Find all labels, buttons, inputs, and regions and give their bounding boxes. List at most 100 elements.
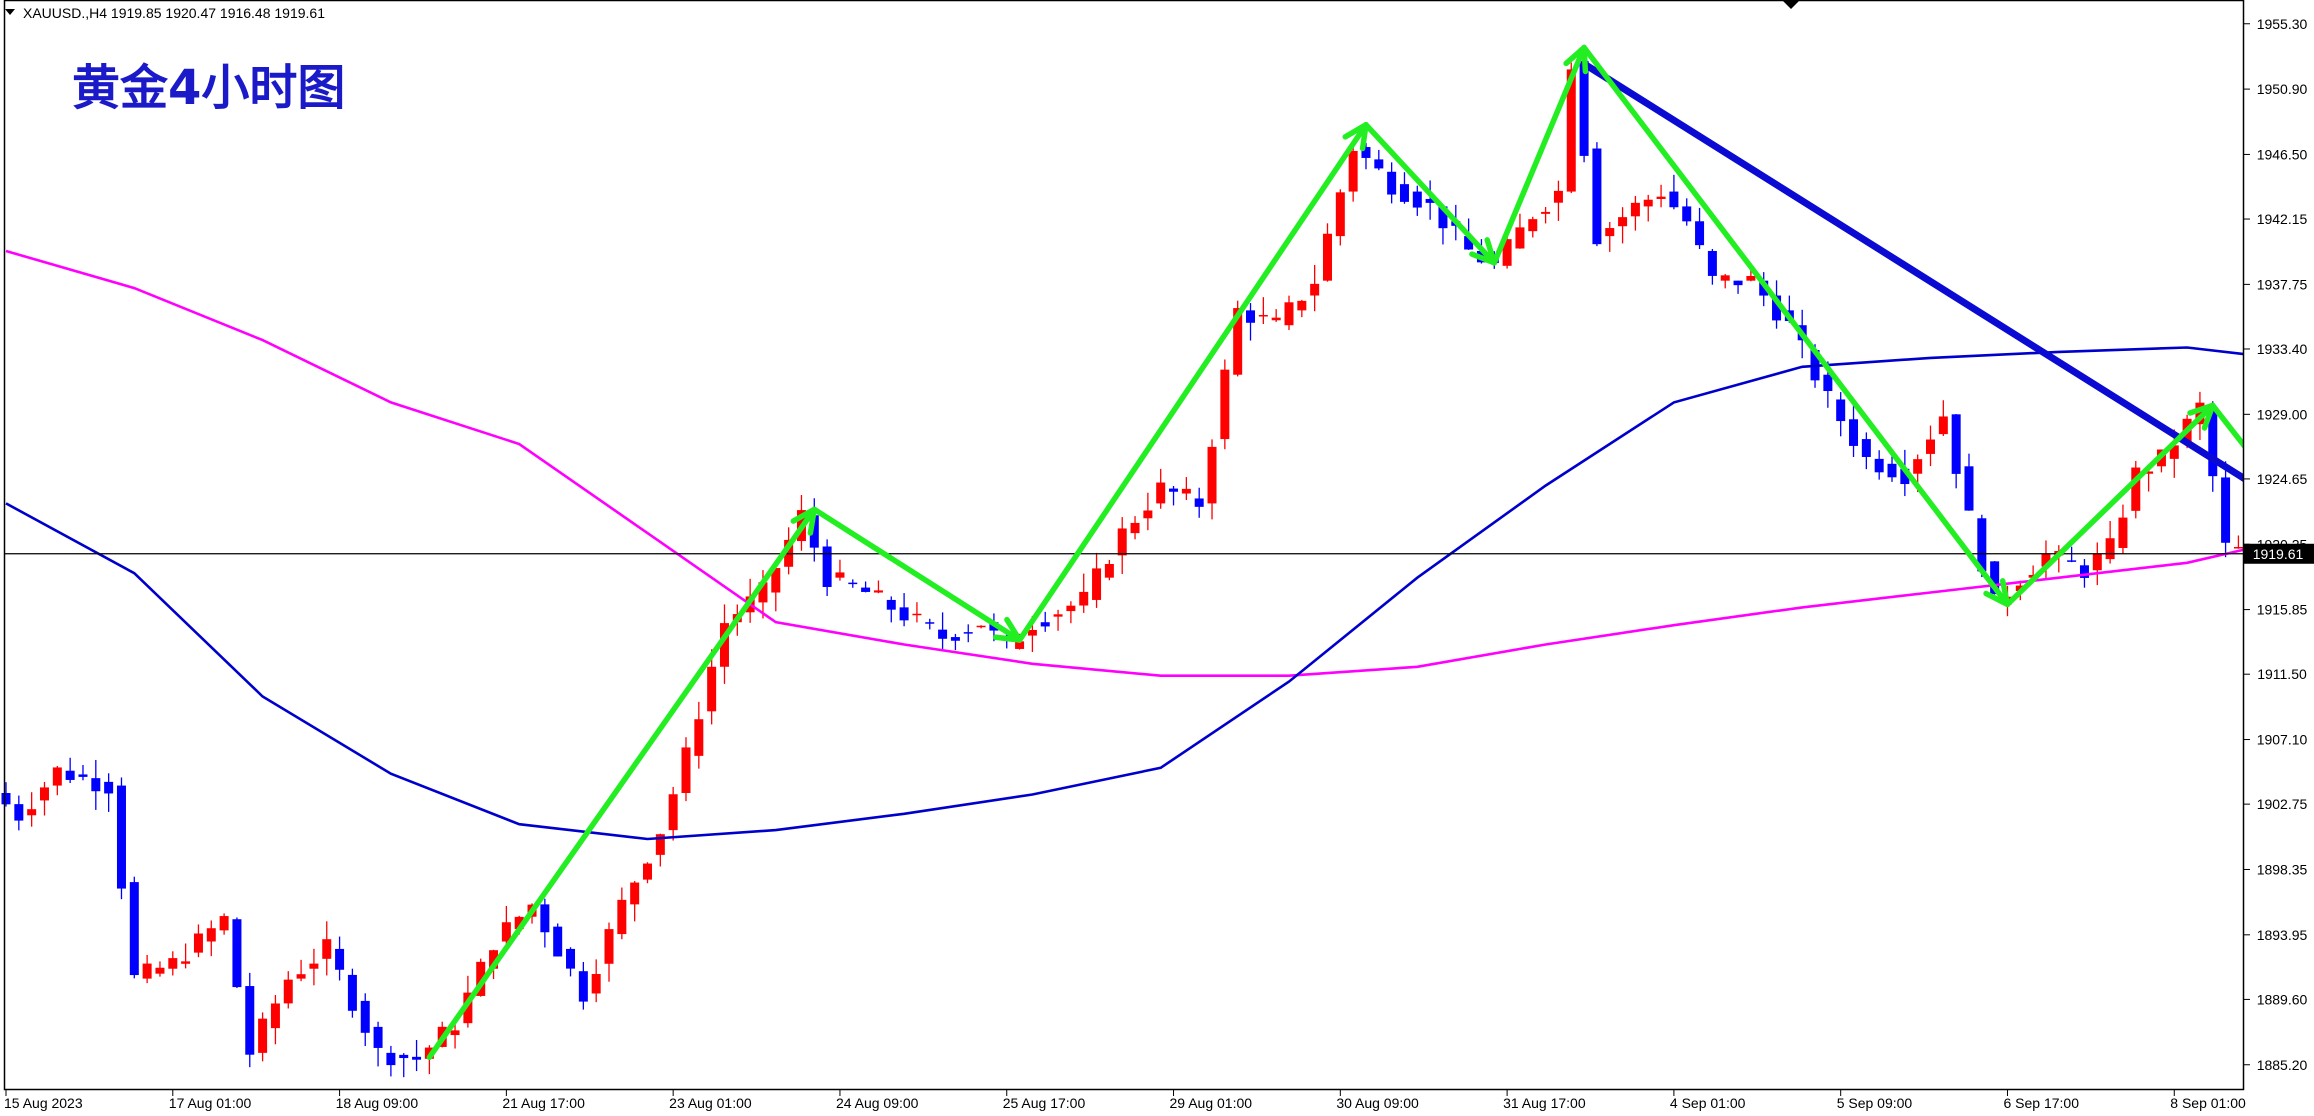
candle-body bbox=[1015, 641, 1025, 649]
price-tick-label: 1911.50 bbox=[2257, 666, 2307, 682]
candle-body bbox=[1592, 148, 1602, 245]
candle-body bbox=[1387, 171, 1397, 195]
candle-body bbox=[2221, 477, 2231, 543]
candle-body bbox=[489, 950, 499, 969]
candle-body bbox=[168, 958, 178, 969]
candle-body bbox=[2131, 467, 2141, 511]
arrow-segment bbox=[2004, 402, 2216, 608]
price-tick-label: 1915.85 bbox=[2257, 602, 2308, 618]
candle-body bbox=[270, 1003, 280, 1029]
time-tick-label: 25 Aug 17:00 bbox=[1003, 1095, 1086, 1111]
arrow-segment bbox=[426, 506, 818, 1061]
price-tick-label: 1950.90 bbox=[2257, 81, 2308, 97]
time-tick-label: 4 Sep 01:00 bbox=[1670, 1095, 1746, 1111]
candle-body bbox=[976, 625, 986, 628]
candle-body bbox=[694, 719, 704, 756]
candle-body bbox=[1707, 250, 1717, 276]
candle-body bbox=[1836, 399, 1846, 422]
candle-body bbox=[1361, 147, 1371, 158]
candle-body bbox=[938, 629, 948, 639]
arrow-segment bbox=[1491, 44, 1587, 266]
candle-body bbox=[1861, 439, 1871, 457]
candle-body bbox=[283, 979, 293, 1004]
price-tick-label: 1946.50 bbox=[2257, 146, 2308, 162]
candle-body bbox=[2079, 565, 2089, 578]
candle-body bbox=[681, 747, 691, 793]
candle-body bbox=[1926, 439, 1935, 454]
scroll-marker-icon[interactable] bbox=[1783, 1, 1799, 9]
candle-body bbox=[181, 961, 191, 964]
candle-body bbox=[347, 974, 357, 1011]
candle-body bbox=[566, 948, 576, 969]
candle-body bbox=[1682, 206, 1692, 222]
candle-body bbox=[719, 623, 729, 667]
candle-body bbox=[1900, 468, 1910, 485]
time-tick-label: 30 Aug 09:00 bbox=[1336, 1095, 1419, 1111]
candle-body bbox=[1746, 275, 1756, 281]
time-tick-label: 5 Sep 09:00 bbox=[1837, 1095, 1913, 1111]
candle-body bbox=[578, 971, 588, 1002]
candle-body bbox=[1464, 236, 1474, 250]
candle-body bbox=[1438, 206, 1448, 229]
trendline[interactable] bbox=[1580, 60, 2314, 753]
candle-body bbox=[1207, 446, 1217, 504]
candle-body bbox=[2067, 560, 2077, 562]
candle-body bbox=[2208, 406, 2218, 477]
candle-body bbox=[1630, 202, 1640, 217]
candle-body bbox=[1374, 159, 1384, 169]
candle-body bbox=[412, 1056, 422, 1060]
symbol-info: XAUUSD.,H4 1919.85 1920.47 1916.48 1919.… bbox=[23, 5, 325, 21]
chart-title: 黄金4小时图 bbox=[72, 60, 345, 116]
time-axis[interactable]: 15 Aug 2023 17 Aug 01:00 18 Aug 09:00 21 Au… bbox=[4, 1090, 2246, 1111]
candle-body bbox=[39, 787, 49, 801]
candle-body bbox=[873, 590, 883, 593]
candle-body bbox=[771, 568, 781, 593]
candle-body bbox=[1053, 614, 1063, 617]
arrow-segment bbox=[1581, 44, 2011, 608]
candle-body bbox=[1246, 310, 1256, 323]
price-axis[interactable]: 1955.30 1950.90 1946.50 1942.15 1937.75 1933.… bbox=[2244, 16, 2308, 1073]
candle-body bbox=[155, 967, 165, 974]
candle-body bbox=[1643, 199, 1653, 207]
candle-body bbox=[1117, 528, 1127, 556]
symbol-dropdown-icon[interactable] bbox=[5, 9, 15, 15]
candle-body bbox=[643, 863, 652, 880]
candle-body bbox=[1, 792, 11, 805]
candle-body bbox=[1335, 192, 1345, 237]
candle-body bbox=[129, 882, 139, 976]
candle-body bbox=[1618, 217, 1628, 227]
candle-body bbox=[2233, 546, 2243, 549]
candle-body bbox=[1156, 482, 1166, 504]
candle-body bbox=[1271, 317, 1281, 321]
arrow-segment bbox=[1363, 121, 1498, 266]
candle-body bbox=[476, 961, 486, 996]
candle-body bbox=[1399, 184, 1409, 202]
price-tick-label: 1907.10 bbox=[2257, 732, 2308, 748]
candle-body bbox=[2169, 445, 2179, 459]
price-tick-label: 1893.95 bbox=[2257, 927, 2308, 943]
candle-body bbox=[668, 794, 678, 831]
candle-body bbox=[1528, 219, 1538, 232]
candle-body bbox=[630, 882, 640, 905]
price-tick-label: 1889.60 bbox=[2257, 991, 2308, 1007]
candle-body bbox=[1695, 221, 1705, 246]
price-tick-label: 1955.30 bbox=[2257, 16, 2308, 32]
price-tick-label: 1937.75 bbox=[2257, 276, 2308, 292]
candle-body bbox=[463, 992, 473, 1024]
candle-body bbox=[65, 770, 75, 780]
candle-body bbox=[1130, 522, 1140, 534]
candle-body bbox=[2041, 554, 2051, 567]
candle-body bbox=[1566, 69, 1576, 192]
candle-body bbox=[1040, 622, 1050, 627]
candle-body bbox=[1823, 374, 1833, 392]
price-tick-label: 1942.15 bbox=[2257, 211, 2308, 227]
candle-body bbox=[1720, 275, 1730, 281]
pattern-arrows bbox=[426, 44, 2314, 1061]
price-tick-label: 1898.35 bbox=[2257, 861, 2308, 877]
time-tick-label: 24 Aug 09:00 bbox=[836, 1095, 919, 1111]
time-axis-panel bbox=[0, 1090, 2244, 1116]
candle-body bbox=[2144, 471, 2154, 474]
candle-body bbox=[1579, 60, 1589, 156]
